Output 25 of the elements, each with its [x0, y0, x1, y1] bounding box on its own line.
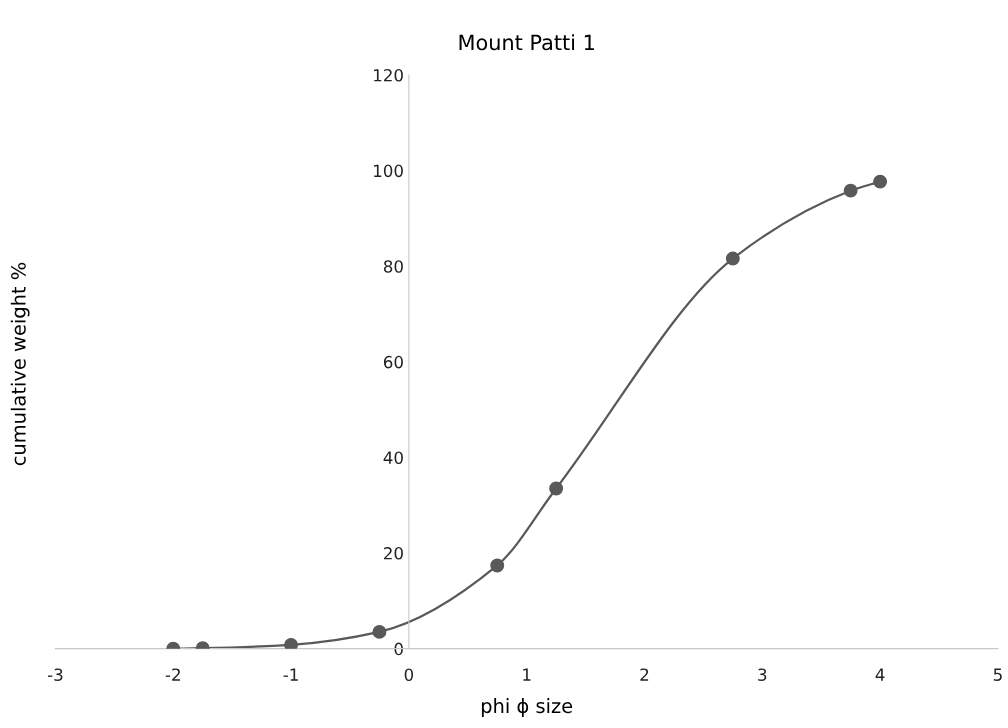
x-axis-title: phi ϕ size [481, 698, 573, 717]
point [372, 624, 387, 639]
x-tick-label: 5 [993, 668, 1002, 681]
point [549, 481, 564, 496]
point [284, 637, 299, 649]
x-tick-label: 0 [404, 668, 414, 681]
x-tick-label: 2 [640, 668, 649, 681]
chart-title: Mount Patti 1 [459, 34, 594, 51]
x-tick-label: 1 [523, 668, 531, 681]
y-tick-label: 100 [374, 164, 403, 178]
y-axis-title: cumulative weight % [10, 262, 30, 466]
x-tick-label: -1 [283, 668, 298, 681]
point [843, 183, 858, 198]
x-tick-label: 3 [758, 668, 767, 681]
point [725, 251, 740, 266]
y-tick-label: 60 [383, 355, 403, 369]
x-tick-label: -3 [47, 668, 63, 681]
point [490, 558, 505, 573]
y-tick-label: 120 [374, 68, 403, 82]
y-tick-label: 80 [383, 260, 403, 273]
y-tick-label: 40 [383, 451, 403, 464]
y-tick-label: 20 [384, 547, 403, 560]
x-tick-label: -2 [165, 668, 180, 681]
x-tick-label: 4 [875, 668, 885, 681]
point [873, 174, 888, 189]
